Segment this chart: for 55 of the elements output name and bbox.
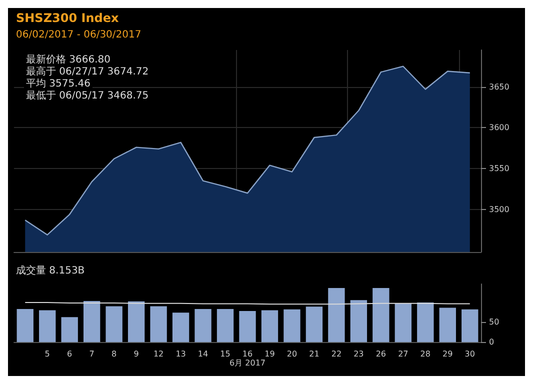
- x-tick-label: 7: [89, 350, 94, 359]
- x-tick-label: 13: [176, 350, 186, 359]
- x-tick-label: 27: [398, 350, 408, 359]
- y-tick-label: 3500: [489, 204, 510, 214]
- bar: [194, 309, 212, 342]
- x-tick-label: 26: [376, 350, 386, 359]
- bar: [439, 308, 456, 342]
- x-tick-label: 6: [67, 350, 72, 359]
- x-tick-label: 8: [112, 350, 117, 359]
- bar: [106, 306, 122, 342]
- bar: [83, 300, 100, 342]
- chart-title: SHSZ300 Index: [16, 11, 119, 25]
- x-tick-label: 20: [286, 350, 298, 359]
- x-tick-label: 9: [134, 350, 139, 359]
- bar: [128, 301, 145, 342]
- chart-title: 成交量 8.153B: [16, 264, 85, 276]
- x-tick-label: 19: [264, 350, 275, 359]
- bar: [328, 288, 345, 342]
- bar: [306, 306, 323, 342]
- x-tick-label: 16: [242, 350, 253, 359]
- y-tick-label: 50: [489, 317, 500, 326]
- bar: [150, 306, 167, 342]
- bar: [239, 311, 256, 342]
- bar: [394, 303, 412, 342]
- x-tick-label: 21: [309, 350, 320, 359]
- x-tick-label: 22: [331, 350, 342, 359]
- x-tick-label: 30: [464, 350, 475, 359]
- bar: [61, 317, 78, 342]
- y-tick-label: 3550: [489, 164, 510, 174]
- bar: [39, 310, 56, 342]
- x-tick-label: 23: [354, 350, 364, 359]
- y-tick-label: 3600: [489, 123, 510, 132]
- bar: [284, 309, 300, 342]
- x-tick-label: 29: [442, 350, 453, 359]
- chart-subtitle: 06/02/2017 - 06/30/2017: [16, 30, 142, 40]
- bar: [417, 302, 434, 342]
- y-tick-label: 0: [489, 338, 494, 347]
- x-tick-label: 12: [153, 350, 164, 359]
- annotation: 最低于 06/05/17 3468.75: [26, 90, 149, 102]
- bar: [261, 310, 278, 342]
- x-tick-label: 15: [220, 350, 230, 359]
- y-tick-label: 3650: [489, 82, 510, 92]
- x-axis-title: 6月 2017: [230, 358, 266, 368]
- annotation: 最高于 06/27/17 3674.72: [26, 66, 149, 78]
- x-tick-label: 5: [44, 350, 50, 359]
- bar: [372, 288, 390, 342]
- bar: [216, 309, 234, 342]
- annotation: 最新价格 3666.80: [26, 54, 111, 66]
- bar: [172, 312, 190, 342]
- annotation: 平均 3575.46: [26, 78, 91, 90]
- x-tick-label: 14: [198, 350, 208, 359]
- bar: [350, 300, 368, 342]
- bar: [462, 309, 478, 342]
- bar: [16, 309, 34, 342]
- x-tick-label: 28: [420, 350, 430, 359]
